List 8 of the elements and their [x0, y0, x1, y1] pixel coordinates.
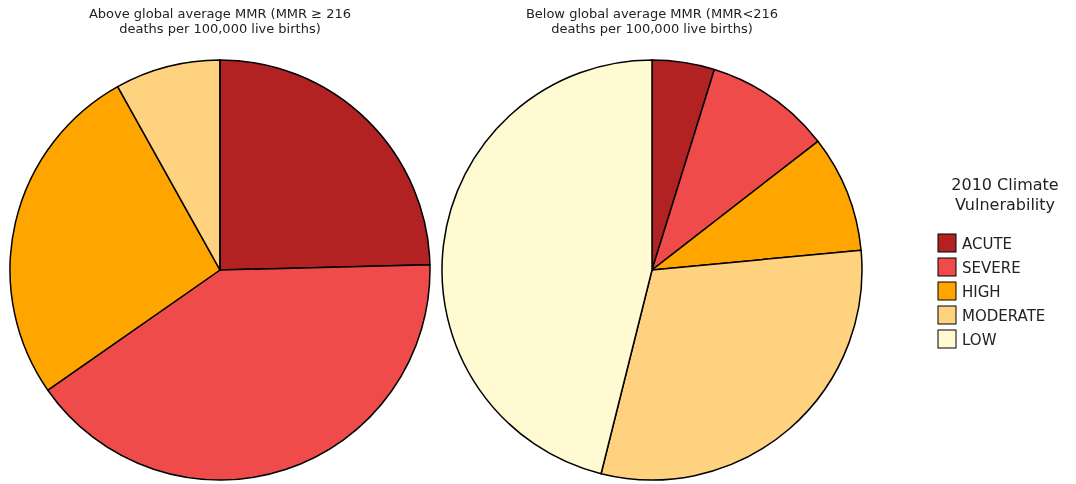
chart-title: Above global average MMR (MMR ≥ 216 deaths per 100,000 live births) [88, 6, 352, 36]
chart-title: Below global average MMR (MMR<216 deaths per 100,000 live births) [525, 6, 779, 36]
legend-label: LOW [962, 331, 997, 349]
legend-label: HIGH [962, 283, 1001, 301]
legend-label: MODERATE [962, 307, 1046, 325]
legend-label: ACUTE [962, 235, 1013, 253]
legend-label: SEVERE [962, 259, 1021, 277]
legend-title: 2010 Climate Vulnerability [951, 175, 1059, 214]
